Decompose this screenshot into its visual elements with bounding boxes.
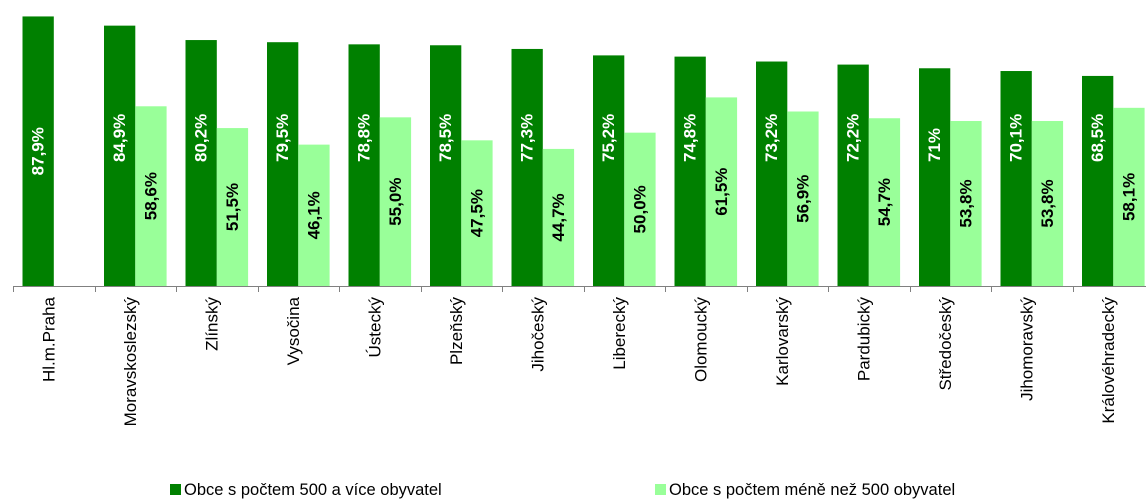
category-label-jihomoravsky: Jihomoravský <box>1017 297 1036 401</box>
value-label-500-plus-ustecky: 78,8% <box>355 114 374 162</box>
bar-500-plus-pardubicky <box>837 64 869 286</box>
value-label-500-plus-jihocesky: 77,3% <box>518 114 537 162</box>
value-label-under-500-liberecky: 50,0% <box>630 185 649 233</box>
category-label-liberecky: Liberecký <box>610 297 629 370</box>
bar-under-500-karlovarsky <box>787 111 819 286</box>
bar-under-500-jihocesky <box>542 148 575 286</box>
value-label-under-500-pardubicky: 54,7% <box>875 178 894 226</box>
bar-under-500-kralovehradecky <box>1113 107 1145 287</box>
value-label-500-plus-plzensky: 78,5% <box>436 114 455 162</box>
value-label-500-plus-liberecky: 75,2% <box>599 114 618 162</box>
bar-500-plus-vysocina <box>267 42 299 287</box>
value-label-under-500-stredocesky: 53,8% <box>956 179 975 227</box>
value-label-under-500-moravskoslezsky: 58,6% <box>141 172 160 220</box>
category-label-jihocesky: Jihočeský <box>528 297 547 372</box>
value-label-500-plus-kralovehradecky: 68,5% <box>1088 114 1107 162</box>
bar-under-500-ustecky <box>379 117 412 286</box>
bar-500-plus-zlinsky <box>185 40 217 287</box>
bar-500-plus-stredocesky <box>919 68 951 287</box>
bar-500-plus-ustecky <box>348 44 380 287</box>
value-label-500-plus-karlovarsky: 73,2% <box>762 114 781 162</box>
value-label-500-plus-jihomoravsky: 70,1% <box>1007 114 1026 162</box>
value-label-under-500-zlinsky: 51,5% <box>223 183 242 231</box>
value-label-500-plus-stredocesky: 71% <box>925 128 944 162</box>
legend-swatch-500-plus <box>170 484 181 495</box>
legend-swatch-under-500 <box>655 484 666 495</box>
legend: Obce s počtem 500 a více obyvatel Obce s… <box>170 481 955 499</box>
bar-under-500-zlinsky <box>216 128 249 286</box>
value-label-under-500-kralovehradecky: 58,1% <box>1119 173 1138 221</box>
category-label-kralovehradecky: Královéhradecký <box>1099 297 1118 424</box>
category-label-moravskoslezsky: Moravskoslezský <box>121 297 140 427</box>
bars-layer <box>22 16 1145 287</box>
value-label-500-plus-vysocina: 79,5% <box>273 114 292 162</box>
bar-500-plus-jihomoravsky <box>1000 71 1032 286</box>
category-label-plzensky: Plzeňský <box>447 297 466 366</box>
value-label-under-500-plzensky: 47,5% <box>467 189 486 237</box>
value-labels-layer: 87,9% 84,9% 58,6% 80,2% 51,5% 79,5% 46,1% 78,8%… <box>29 114 1139 242</box>
category-label-olomoucky: Olomoucký <box>691 297 710 383</box>
x-axis <box>13 286 1146 292</box>
category-label-karlovarsky: Karlovarský <box>773 297 792 386</box>
bar-under-500-jihomoravsky <box>1031 121 1064 286</box>
bar-under-500-olomoucky <box>705 97 738 287</box>
bar-500-plus-hl-m-praha <box>22 16 54 286</box>
value-label-under-500-olomoucky: 61,5% <box>712 168 731 216</box>
category-label-zlinsky: Zlínský <box>202 297 221 351</box>
category-label-vysocina: Vysočina <box>284 296 303 365</box>
bar-500-plus-kralovehradecky <box>1082 75 1114 286</box>
value-label-under-500-jihocesky: 44,7% <box>549 193 568 241</box>
category-labels-layer: Hl.m.Praha Moravskoslezský Zlínský Vysočina… <box>39 296 1118 426</box>
value-label-under-500-jihomoravsky: 53,8% <box>1038 179 1057 227</box>
bar-500-plus-moravskoslezsky <box>104 25 136 286</box>
bar-under-500-vysocina <box>298 144 330 286</box>
value-label-500-plus-zlinsky: 80,2% <box>192 114 211 162</box>
value-label-500-plus-moravskoslezsky: 84,9% <box>110 114 129 162</box>
bar-under-500-pardubicky <box>868 118 901 287</box>
value-label-500-plus-hl-m-praha: 87,9% <box>29 127 48 175</box>
bar-500-plus-plzensky <box>430 45 462 287</box>
value-label-under-500-karlovarsky: 56,9% <box>793 175 812 223</box>
bar-500-plus-karlovarsky <box>756 61 788 286</box>
bar-under-500-stredocesky <box>950 121 982 286</box>
value-label-under-500-ustecky: 55,0% <box>386 178 405 226</box>
bar-under-500-liberecky <box>624 132 656 286</box>
bar-500-plus-liberecky <box>593 55 625 287</box>
bar-500-plus-jihocesky <box>511 48 543 286</box>
value-label-under-500-vysocina: 46,1% <box>304 191 323 239</box>
value-label-500-plus-pardubicky: 72,2% <box>844 114 863 162</box>
bar-500-plus-olomoucky <box>674 56 706 286</box>
value-label-500-plus-olomoucky: 74,8% <box>681 114 700 162</box>
category-label-hl-m-praha: Hl.m.Praha <box>39 296 58 382</box>
bar-under-500-plzensky <box>461 140 493 286</box>
legend-label-under-500: Obce s počtem méně než 500 obyvatel <box>669 481 955 499</box>
bar-under-500-moravskoslezsky <box>135 106 167 286</box>
legend-label-500-plus: Obce s počtem 500 a více obyvatel <box>184 481 442 499</box>
category-label-ustecky: Ústecký <box>365 297 384 358</box>
category-label-stredocesky: Středočeský <box>936 297 955 391</box>
category-label-pardubicky: Pardubický <box>854 297 873 382</box>
